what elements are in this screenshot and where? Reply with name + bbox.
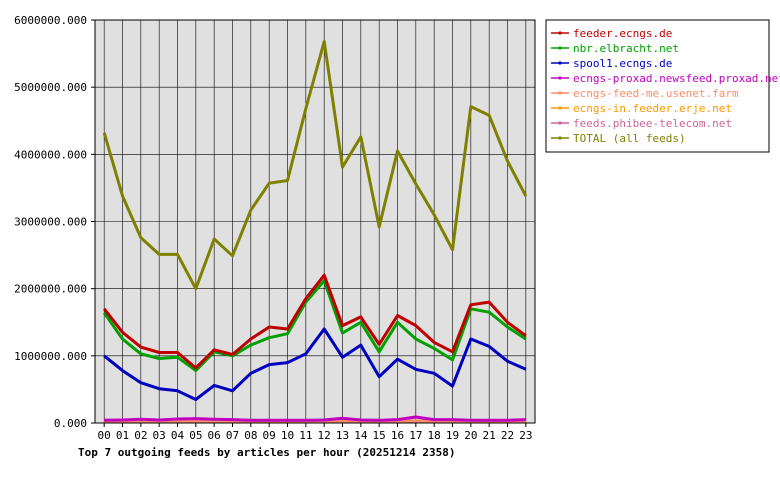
x-tick-label: 06 xyxy=(208,429,221,442)
legend-box xyxy=(545,19,770,153)
series-line-0 xyxy=(103,273,527,370)
legend-swatch-marker xyxy=(558,91,562,95)
legend-entry: feeds.phibee-telecom.net xyxy=(573,117,732,130)
legend-entry: nbr.elbracht.net xyxy=(573,42,679,55)
x-tick-label: 08 xyxy=(244,429,257,442)
x-tick-label: 05 xyxy=(189,429,202,442)
y-tick-label: 5000000.000 xyxy=(14,81,87,94)
x-tick-label: 11 xyxy=(299,429,312,442)
gridlines xyxy=(91,19,535,427)
legend: feeder.ecngs.de nbr.elbracht.net spool1.ec… xyxy=(545,19,780,153)
legend-swatch-marker xyxy=(558,31,562,35)
x-tick-label: 01 xyxy=(116,429,129,442)
x-tick-label: 14 xyxy=(354,429,368,442)
x-tick-label: 03 xyxy=(153,429,166,442)
y-tick-label: 6000000.000 xyxy=(14,14,87,27)
legend-swatch-marker xyxy=(558,61,562,65)
y-tick-label: 0.000 xyxy=(54,417,87,430)
series-line-2 xyxy=(103,327,527,401)
x-tick-label: 10 xyxy=(281,429,294,442)
plot-frame xyxy=(94,19,536,424)
legend-swatch-marker xyxy=(558,106,562,110)
x-tick-label: 16 xyxy=(391,429,404,442)
x-tick-label: 18 xyxy=(428,429,441,442)
legend-swatch-marker xyxy=(558,121,562,125)
x-tick-label: 04 xyxy=(171,429,185,442)
x-tick-label: 15 xyxy=(373,429,386,442)
series-line-3 xyxy=(104,415,526,422)
x-tick-label: 21 xyxy=(483,429,496,442)
x-tick-label: 12 xyxy=(318,429,331,442)
legend-swatch-marker xyxy=(558,76,562,80)
legend-entry: feeder.ecngs.de xyxy=(573,27,672,40)
x-tick-label: 20 xyxy=(464,429,477,442)
x-tick-label: 17 xyxy=(409,429,422,442)
legend-entry: ecngs-feed-me.usenet.farm xyxy=(573,87,739,100)
legend-entry: ecngs-in.feeder.erje.net xyxy=(573,102,732,115)
chart-title: Top 7 outgoing feeds by articles per hou… xyxy=(78,446,456,459)
x-tick-label: 02 xyxy=(134,429,147,442)
y-tick-label: 4000000.000 xyxy=(14,148,87,161)
x-axis-tick-labels: 00 01 02 03 04 05 06 07 08 09 10 11 12 13 14 15 16 17 18 19… xyxy=(98,429,533,442)
y-tick-label: 3000000.000 xyxy=(14,216,87,229)
x-tick-label: 09 xyxy=(263,429,276,442)
series-line-1 xyxy=(102,279,527,373)
x-tick-label: 23 xyxy=(519,429,532,442)
x-tick-label: 00 xyxy=(98,429,111,442)
x-tick-label: 13 xyxy=(336,429,349,442)
series-lines xyxy=(102,40,528,424)
legend-entry: spool1.ecngs.de xyxy=(573,57,672,70)
y-tick-label: 2000000.000 xyxy=(14,283,87,296)
x-tick-label: 07 xyxy=(226,429,239,442)
x-tick-label: 22 xyxy=(501,429,514,442)
y-axis-tick-labels: 0.000 1000000.000 2000000.000 3000000.000 40… xyxy=(14,14,87,430)
y-tick-label: 1000000.000 xyxy=(14,350,87,363)
x-tick-label: 19 xyxy=(446,429,459,442)
legend-entry: TOTAL (all feeds) xyxy=(573,132,686,145)
legend-swatch-marker xyxy=(558,136,562,140)
legend-entry: ecngs-proxad.newsfeed.proxad.net xyxy=(573,72,780,85)
legend-swatch-marker xyxy=(558,46,562,50)
series-line-7 xyxy=(102,40,528,291)
